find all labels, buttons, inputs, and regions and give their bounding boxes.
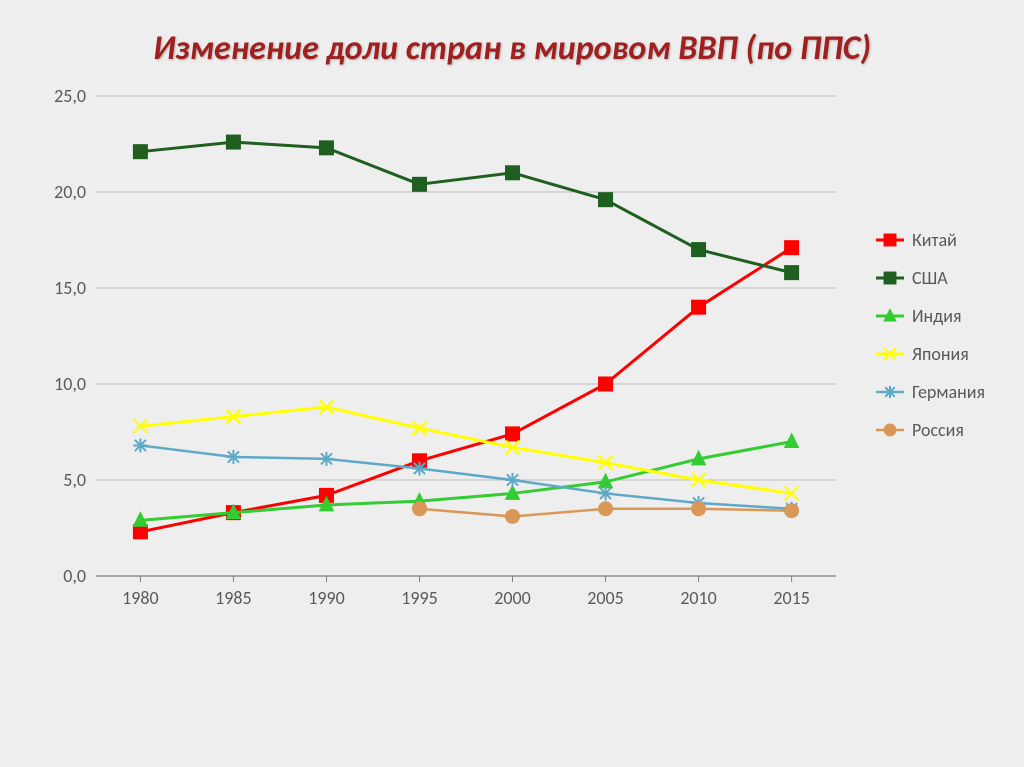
chart-container: 0,0 5,0 10,0 15,0 20,0 25,0 1980 1985 1990 1995 20…	[40, 86, 1000, 646]
legend-label: Китай	[912, 229, 957, 251]
legend-label: Германия	[912, 381, 985, 403]
legend-label: Япония	[912, 343, 969, 365]
x-tick-label: 1985	[215, 587, 252, 609]
y-tick-label: 25,0	[54, 86, 86, 107]
series-США	[133, 135, 798, 280]
line-chart: 0,0 5,0 10,0 15,0 20,0 25,0 1980 1985 1990 1995 20…	[40, 86, 1000, 646]
y-tick-label: 5,0	[63, 469, 86, 491]
x-tick-label: 1980	[122, 587, 159, 609]
legend-item: Германия	[876, 381, 985, 403]
legend-label: США	[912, 267, 948, 289]
y-tick-label: 10,0	[54, 373, 86, 395]
legend-label: Индия	[912, 305, 961, 327]
y-tick-label: 15,0	[54, 277, 86, 299]
chart-title: Изменение доли стран в мировом ВВП (по П…	[0, 28, 1024, 69]
x-tick-label: 2010	[680, 587, 717, 609]
x-tick-label: 2015	[773, 587, 810, 609]
x-tick-label: 1995	[401, 587, 438, 609]
x-tick-label: 2000	[494, 587, 531, 609]
y-tick-label: 0,0	[63, 565, 86, 587]
legend: Китай США Индия Япония Германия Россия	[876, 229, 985, 441]
slide: Изменение доли стран в мировом ВВП (по П…	[0, 0, 1024, 767]
legend-item: Япония	[876, 343, 969, 365]
x-tick-label: 1990	[308, 587, 345, 609]
legend-item: США	[876, 267, 948, 289]
legend-item: Китай	[876, 229, 957, 251]
legend-item: Россия	[876, 419, 964, 441]
legend-label: Россия	[912, 419, 964, 441]
x-tick-label: 2005	[587, 587, 624, 609]
legend-item: Индия	[876, 305, 961, 327]
y-tick-label: 20,0	[54, 181, 86, 203]
series-Китай	[133, 241, 798, 539]
